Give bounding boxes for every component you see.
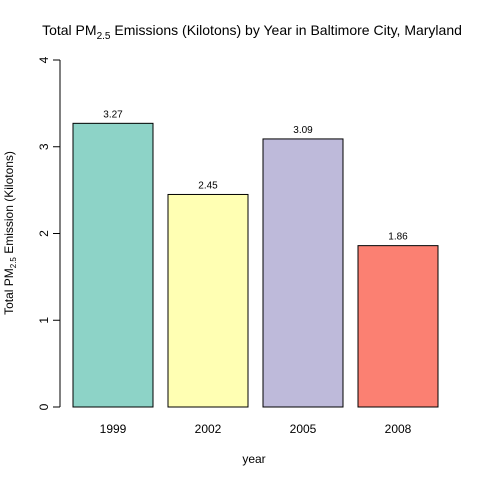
bar-2008 (357, 245, 439, 408)
y-tick-label: 2 (37, 230, 51, 237)
y-tick-label: 3 (37, 143, 51, 150)
y-axis-label-prefix: Total PM (2, 268, 16, 315)
y-tick-label: 0 (37, 403, 51, 410)
y-tick-label: 4 (37, 56, 51, 63)
x-tick-labels-group: 1999 2002 2005 2008 (100, 422, 412, 436)
y-tick-label: 1 (37, 317, 51, 324)
value-label-1999: 3.27 (103, 109, 123, 120)
y-axis: 0 1 2 3 4 (37, 56, 61, 410)
x-tick-label-2002: 2002 (195, 422, 222, 436)
x-axis-label: year (242, 452, 265, 466)
x-tick-label-2005: 2005 (290, 422, 317, 436)
value-label-2005: 3.09 (293, 125, 313, 136)
chart-title-subscript: 2.5 (97, 31, 111, 42)
bar-2002 (167, 193, 249, 408)
y-axis-label-suffix: Emission (Kilotons) (2, 151, 16, 257)
chart-title-suffix: Emissions (Kilotons) by Year in Baltimor… (110, 22, 461, 38)
bars-group (72, 122, 439, 408)
bar-2005 (262, 138, 344, 408)
value-labels-group: 3.27 2.45 3.09 1.86 (103, 109, 408, 242)
value-label-2008: 1.86 (388, 232, 408, 243)
chart-title-prefix: Total PM (42, 22, 96, 38)
bar-1999 (72, 122, 154, 408)
value-label-2002: 2.45 (198, 180, 218, 191)
chart-title: Total PM2.5 Emissions (Kilotons) by Year… (42, 22, 462, 42)
x-tick-label-2008: 2008 (385, 422, 412, 436)
y-axis-label: Total PM2.5 Emission (Kilotons) (2, 151, 18, 315)
y-axis-label-subscript: 2.5 (9, 257, 18, 269)
x-tick-label-1999: 1999 (100, 422, 127, 436)
